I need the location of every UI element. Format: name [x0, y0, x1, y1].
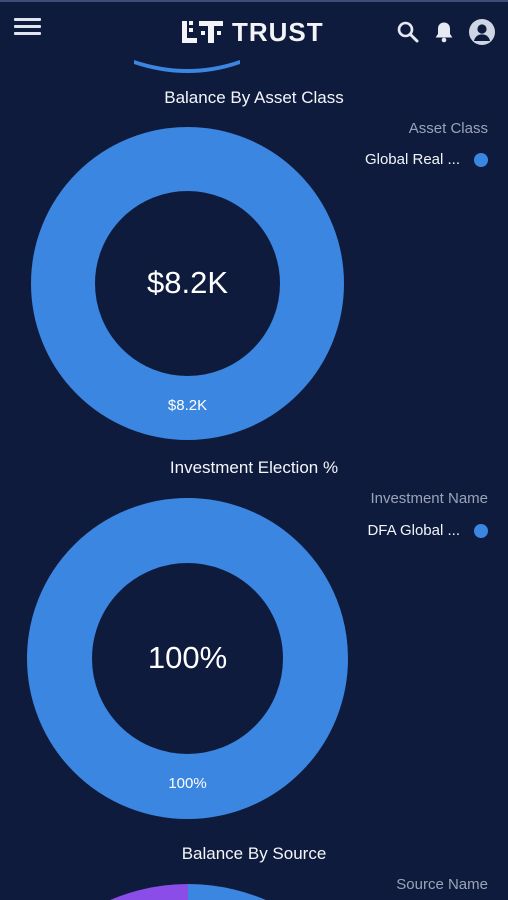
chart-title-investment-election: Investment Election %: [169, 458, 339, 477]
legend-dot: [474, 152, 488, 167]
avatar-icon[interactable]: [469, 19, 495, 45]
donut-segment-label: 100%: [168, 775, 207, 792]
brand-logo: TRUST: [180, 17, 324, 47]
donut-segment-global-real[interactable]: [31, 127, 344, 440]
legend-dot: [474, 523, 488, 538]
donut-chart-investment-election[interactable]: 100% 100%: [27, 498, 348, 819]
menu-icon[interactable]: [14, 18, 42, 40]
legend-title-asset-class: Asset Class: [408, 120, 488, 137]
brand-name: TRUST: [232, 17, 324, 47]
legend-item-global-real[interactable]: Global Real ...: [365, 151, 488, 168]
donut-chart-balance-source-fragment[interactable]: [0, 880, 508, 900]
top-divider: [0, 0, 508, 2]
legend-item-dfa-global[interactable]: DFA Global ...: [367, 522, 488, 539]
legend-title-source-name: Source Name: [396, 876, 488, 893]
donut-segment-label: $8.2K: [167, 397, 208, 414]
search-icon[interactable]: [396, 20, 420, 44]
chart-title-balance-source: Balance By Source: [181, 844, 327, 863]
donut-center-value: 100%: [147, 640, 228, 675]
donut-center-value: $8.2K: [146, 265, 228, 300]
chart-title-asset-class: Balance By Asset Class: [164, 88, 344, 107]
legend-item-label: Global Real ...: [364, 151, 460, 168]
donut-segment-blue[interactable]: [188, 884, 266, 900]
donut-chart-asset-class[interactable]: $8.2K $8.2K: [31, 127, 344, 440]
donut-segment-purple[interactable]: [110, 884, 188, 900]
legend-item-label: DFA Global ...: [367, 522, 460, 539]
donut-segment-dfa-global[interactable]: [27, 498, 348, 819]
bell-icon[interactable]: [432, 20, 456, 44]
legend-title-investment-name: Investment Name: [370, 490, 488, 507]
lt-logo-mark-icon: [182, 21, 223, 43]
top-bar: TRUST: [0, 0, 508, 56]
previous-chart-fragment: [134, 60, 240, 73]
